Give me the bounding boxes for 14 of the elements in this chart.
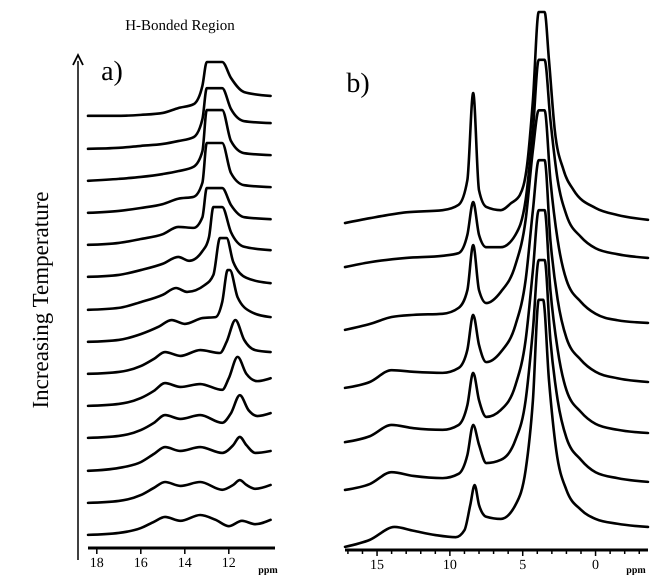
annotation: b) [346, 68, 370, 99]
x-tick-label: 18 [90, 556, 104, 571]
x-tick-label: 12 [222, 556, 236, 571]
x-axis-title: ppm [258, 565, 278, 575]
x-tick-label: 10 [442, 558, 457, 573]
x-axis-title: ppm [626, 565, 646, 575]
x-tick-label: 0 [592, 558, 600, 573]
annotation: a) [101, 56, 123, 87]
x-tick-label: 14 [178, 556, 192, 571]
y-axis-title: Increasing Temperature [28, 192, 53, 408]
chart-title: H-Bonded Region [125, 18, 236, 34]
x-tick-label: 15 [370, 558, 384, 573]
x-tick-label: 16 [134, 556, 148, 571]
x-tick-label: 5 [519, 558, 526, 573]
